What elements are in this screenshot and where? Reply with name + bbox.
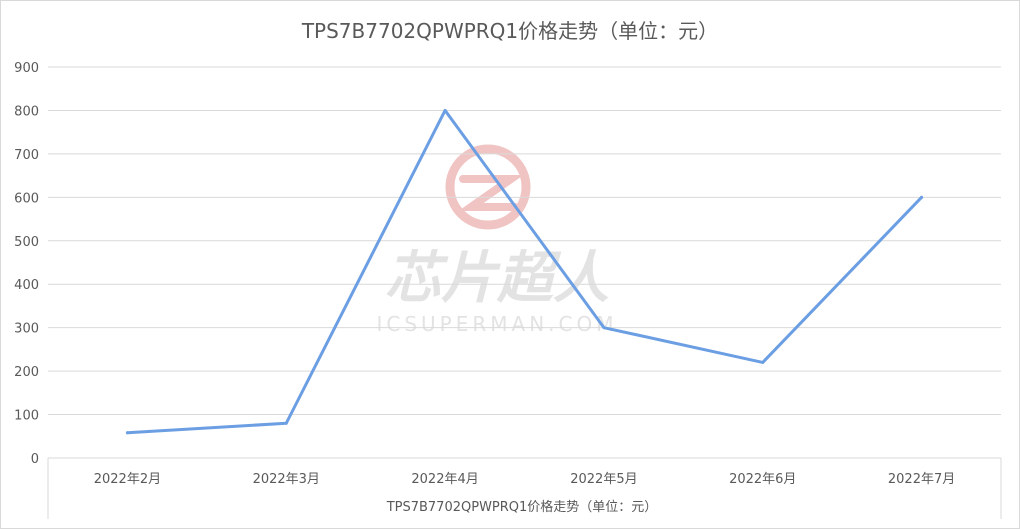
- x-tick-label: 2022年4月: [411, 472, 478, 487]
- y-tick-label: 100: [14, 409, 39, 424]
- x-tick-label: 2022年3月: [253, 472, 320, 487]
- data-point: [284, 421, 288, 425]
- x-tick-label: 2022年6月: [729, 472, 796, 487]
- y-tick-label: 200: [14, 365, 39, 380]
- chart-title: TPS7B7702QPWPRQ1价格走势（单位：元）: [301, 19, 718, 43]
- watermark-site: ICSUPERMAN.COM: [376, 312, 617, 336]
- y-tick-label: 300: [14, 322, 39, 337]
- y-tick-label: 900: [14, 61, 39, 76]
- y-tick-label: 400: [14, 278, 39, 293]
- data-point: [602, 326, 606, 330]
- data-point: [920, 195, 924, 199]
- x-axis-title: TPS7B7702QPWPRQ1价格走势（单位：元）: [386, 499, 658, 515]
- watermark-logo-icon: [445, 144, 531, 230]
- watermark-brand: 芯片超人: [385, 246, 609, 311]
- y-tick-label: 0: [31, 452, 39, 467]
- series-line: [125, 108, 924, 435]
- x-axis-categories: 2022年2月 2022年3月 2022年4月 2022年5月 2022年6月 2022年…: [94, 472, 956, 487]
- gridlines: [47, 66, 1002, 519]
- y-tick-label: 800: [14, 104, 39, 119]
- y-axis-ticks: 0 100 200 300 400 500 600 700 800 900: [14, 61, 39, 467]
- series-layer: [125, 108, 924, 435]
- y-tick-label: 700: [14, 148, 39, 163]
- data-point: [125, 431, 129, 435]
- y-tick-label: 500: [14, 235, 39, 250]
- watermark: 芯片超人 ICSUPERMAN.COM: [376, 144, 617, 336]
- x-tick-label: 2022年5月: [570, 472, 637, 487]
- y-tick-label: 600: [14, 191, 39, 206]
- data-point: [761, 360, 765, 364]
- data-point: [443, 108, 447, 112]
- x-tick-label: 2022年7月: [888, 472, 955, 487]
- x-tick-label: 2022年2月: [94, 472, 161, 487]
